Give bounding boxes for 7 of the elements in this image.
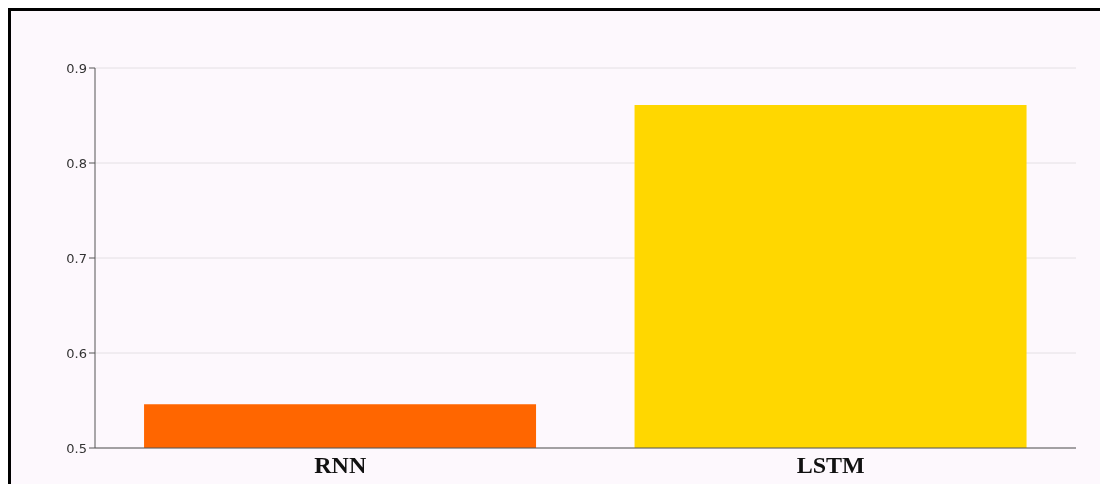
y-tick-label: 0.6 (66, 345, 87, 361)
x-tick-label: LSTM (796, 452, 865, 479)
y-tick-label: 0.9 (66, 60, 87, 76)
y-tick-label: 0.5 (66, 440, 87, 456)
y-tick-label: 0.8 (66, 155, 87, 171)
y-tick-label: 0.7 (66, 250, 87, 266)
x-tick-label: RNN (314, 452, 367, 479)
